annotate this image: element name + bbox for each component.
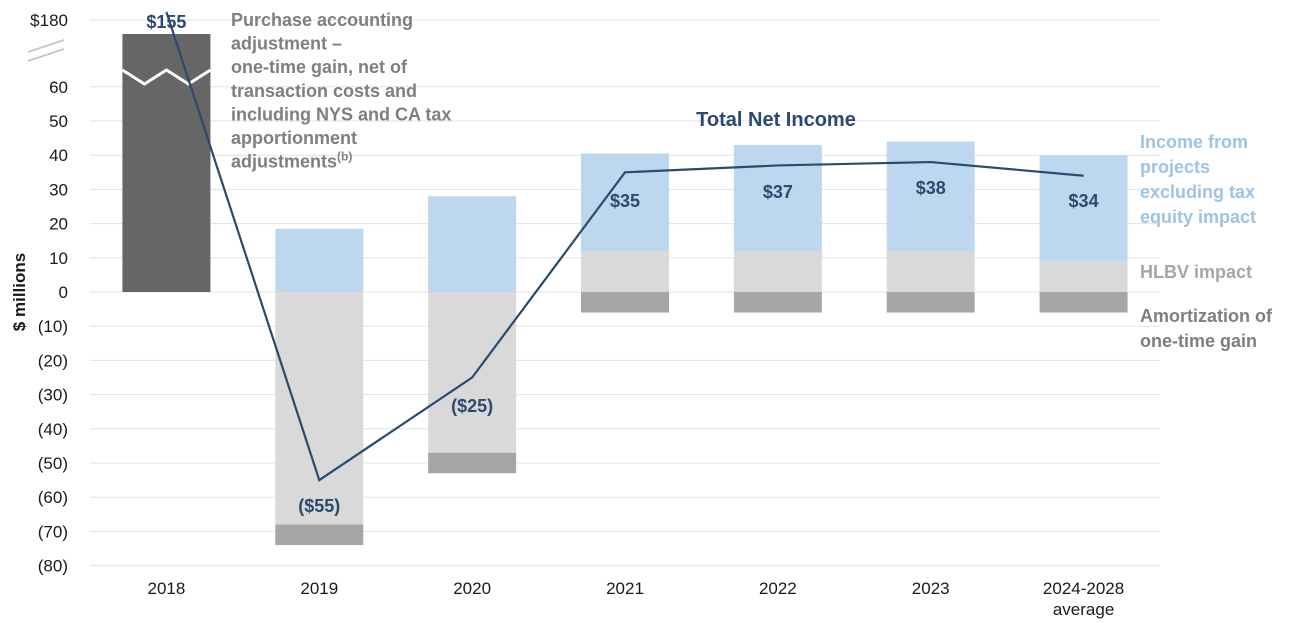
legend-entry: equity impact xyxy=(1140,207,1256,227)
bar-hlbv xyxy=(886,250,975,292)
annotation-line: transaction costs and xyxy=(231,81,417,101)
annotation-line: adjustment – xyxy=(231,34,342,54)
axis-break-mark xyxy=(27,48,65,62)
x-tick-label: 2023 xyxy=(912,579,950,598)
y-tick-label: (30) xyxy=(38,386,68,405)
x-tick-label: 2019 xyxy=(300,579,338,598)
x-tick-label: average xyxy=(1053,600,1114,619)
x-tick-label: 2020 xyxy=(453,579,491,598)
annotation-line: Purchase accounting xyxy=(231,10,413,30)
data-label: $37 xyxy=(763,182,793,202)
axis-break-mark xyxy=(27,39,65,53)
legend-entry: excluding tax xyxy=(1140,182,1255,202)
y-tick-label: 20 xyxy=(49,215,68,234)
y-tick-label: $180 xyxy=(30,11,68,30)
bar-amortization xyxy=(733,292,822,313)
y-tick-label: (80) xyxy=(38,557,68,576)
bar-purchase-accounting xyxy=(122,34,211,292)
data-label: $34 xyxy=(1069,191,1099,211)
bar-amortization xyxy=(275,524,364,546)
y-tick-label: (20) xyxy=(38,351,68,370)
bars xyxy=(121,34,1128,546)
y-tick-label: (60) xyxy=(38,488,68,507)
data-label: $35 xyxy=(610,191,640,211)
data-label: ($55) xyxy=(298,496,340,516)
bar-hlbv xyxy=(275,292,364,525)
data-labels: $155 ($55) ($25) $35 $37 $38 $34 xyxy=(146,12,1098,516)
bar-break-mark xyxy=(121,68,212,86)
x-tick-label: 2021 xyxy=(606,579,644,598)
y-axis-title: $ millions xyxy=(10,253,29,331)
y-tick-label: 30 xyxy=(49,180,68,199)
bar-income xyxy=(733,144,822,251)
annotation-line: one-time gain, net of xyxy=(231,57,408,77)
x-tick-label: 2018 xyxy=(148,579,186,598)
y-tick-label: (50) xyxy=(38,454,68,473)
y-tick-label: (40) xyxy=(38,420,68,439)
data-label: $155 xyxy=(146,12,186,32)
bar-income xyxy=(275,228,364,292)
y-tick-label: 0 xyxy=(59,283,68,302)
bar-hlbv xyxy=(1039,261,1128,292)
bar-hlbv xyxy=(428,292,517,453)
legend-entry: Income from xyxy=(1140,132,1248,152)
axes: $180 60 50 40 30 20 10 0 (10) (20) (30) (40) (50) (60… xyxy=(10,11,1124,619)
annotations: Total Net Income Purchase accounting adjus… xyxy=(231,10,1273,351)
y-tick-label: 10 xyxy=(49,249,68,268)
y-tick-label: 50 xyxy=(49,112,68,131)
x-tick-label: 2022 xyxy=(759,579,797,598)
y-tick-label: (70) xyxy=(38,522,68,541)
bar-hlbv xyxy=(581,250,669,292)
bar-hlbv xyxy=(733,250,822,292)
x-tick-label: 2024-2028 xyxy=(1043,579,1124,598)
y-tick-label: 60 xyxy=(49,78,68,97)
y-tick-label: (10) xyxy=(38,317,68,336)
legend-entry: Amortization of xyxy=(1140,306,1273,326)
legend-entry: one-time gain xyxy=(1140,331,1257,351)
legend-entry: HLBV impact xyxy=(1140,262,1252,282)
annotation-line: apportionment xyxy=(231,128,357,148)
bar-income xyxy=(581,153,669,251)
annotation-line: including NYS and CA tax xyxy=(231,104,451,124)
y-tick-label: 40 xyxy=(49,146,68,165)
bar-income xyxy=(428,196,517,292)
annotation-superscript: (b) xyxy=(337,150,352,164)
bar-amortization xyxy=(886,292,975,313)
bar-income xyxy=(886,141,975,251)
bar-amortization xyxy=(428,452,517,474)
annotation-line: adjustments(b) xyxy=(231,150,352,172)
series-title-total-net-income: Total Net Income xyxy=(696,109,856,131)
bar-amortization xyxy=(1039,292,1128,313)
total-net-income-line xyxy=(165,11,1084,482)
legend-entry: projects xyxy=(1140,157,1210,177)
data-label: $38 xyxy=(916,178,946,198)
bar-amortization xyxy=(581,292,669,313)
data-label: ($25) xyxy=(451,396,493,416)
